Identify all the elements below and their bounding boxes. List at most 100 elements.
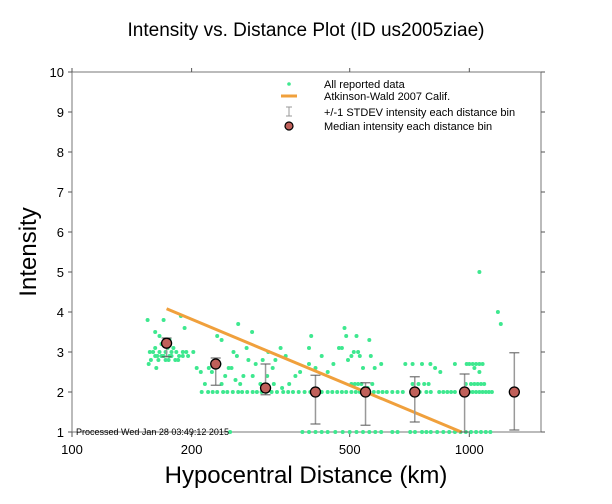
legend-dot-icon bbox=[287, 82, 291, 86]
data-point bbox=[173, 358, 178, 362]
x-tick-label: 500 bbox=[339, 442, 361, 457]
data-point bbox=[319, 430, 324, 434]
data-point bbox=[159, 354, 164, 358]
data-point bbox=[325, 370, 330, 374]
data-point bbox=[146, 362, 151, 366]
data-point bbox=[346, 358, 350, 362]
data-point bbox=[221, 390, 226, 394]
data-point bbox=[367, 338, 372, 342]
median-point bbox=[210, 358, 222, 370]
data-point bbox=[337, 346, 341, 350]
data-point bbox=[163, 358, 168, 362]
data-point bbox=[169, 350, 174, 354]
legend-label: Median intensity each distance bin bbox=[324, 121, 492, 133]
y-tick-label: 10 bbox=[50, 65, 64, 80]
y-tick-label: 4 bbox=[57, 305, 64, 320]
data-point bbox=[215, 334, 220, 338]
x-tick-label: 1000 bbox=[455, 442, 484, 457]
data-point bbox=[307, 346, 311, 350]
data-point bbox=[356, 382, 361, 386]
data-point bbox=[231, 350, 236, 354]
data-point bbox=[241, 374, 246, 378]
data-point bbox=[307, 362, 311, 366]
data-point bbox=[250, 390, 255, 394]
data-point bbox=[157, 350, 162, 354]
data-point bbox=[246, 358, 251, 362]
data-point bbox=[428, 430, 433, 434]
data-point bbox=[390, 430, 395, 434]
data-point bbox=[209, 370, 214, 374]
data-point bbox=[215, 390, 220, 394]
data-point bbox=[206, 366, 211, 370]
data-point bbox=[483, 390, 488, 394]
data-point bbox=[488, 430, 493, 434]
median-point bbox=[259, 382, 272, 394]
data-point bbox=[400, 390, 405, 394]
data-point bbox=[356, 350, 361, 354]
data-point bbox=[153, 346, 158, 350]
data-point bbox=[331, 362, 336, 366]
data-point bbox=[480, 390, 485, 394]
data-point bbox=[477, 270, 482, 274]
data-point bbox=[452, 390, 457, 394]
data-point bbox=[254, 390, 259, 394]
data-point bbox=[422, 382, 427, 386]
data-point bbox=[302, 390, 307, 394]
data-point bbox=[333, 430, 338, 434]
data-point bbox=[474, 390, 479, 394]
data-point bbox=[474, 430, 479, 434]
data-point bbox=[475, 382, 480, 386]
data-point bbox=[180, 354, 185, 358]
data-point bbox=[230, 390, 235, 394]
plot-frame bbox=[71, 71, 542, 433]
data-point bbox=[435, 430, 440, 434]
data-point bbox=[325, 390, 330, 394]
data-point bbox=[428, 362, 433, 366]
data-point bbox=[244, 346, 249, 350]
data-point bbox=[236, 390, 241, 394]
data-point bbox=[180, 350, 185, 354]
data-point bbox=[472, 382, 477, 386]
data-point bbox=[250, 330, 255, 334]
data-point bbox=[420, 430, 424, 434]
data-point bbox=[428, 390, 433, 394]
data-point bbox=[477, 362, 482, 366]
data-point bbox=[395, 390, 400, 394]
x-tick-label: 200 bbox=[181, 442, 203, 457]
legend-label: All reported data bbox=[324, 79, 406, 91]
data-point bbox=[480, 362, 485, 366]
data-point bbox=[424, 390, 429, 394]
data-point bbox=[498, 322, 503, 326]
data-point bbox=[191, 350, 196, 354]
data-point bbox=[342, 326, 347, 330]
data-point bbox=[153, 354, 158, 358]
data-point bbox=[182, 326, 187, 330]
data-point bbox=[325, 430, 330, 434]
data-point bbox=[373, 430, 378, 434]
data-point bbox=[309, 334, 314, 338]
data-point bbox=[470, 390, 475, 394]
data-point bbox=[206, 390, 211, 394]
data-point bbox=[280, 386, 285, 390]
data-point bbox=[291, 390, 295, 394]
data-point bbox=[349, 390, 354, 394]
data-point bbox=[177, 354, 182, 358]
data-point bbox=[472, 366, 477, 370]
data-point bbox=[240, 390, 245, 394]
data-point bbox=[479, 430, 483, 434]
data-point bbox=[410, 382, 415, 386]
data-point bbox=[307, 430, 311, 434]
data-point bbox=[354, 430, 359, 434]
data-point bbox=[202, 382, 207, 386]
data-point bbox=[357, 354, 362, 358]
median-point bbox=[309, 386, 322, 398]
y-tick-label: 3 bbox=[57, 345, 64, 360]
data-point bbox=[229, 366, 234, 370]
atkinson-wald-line bbox=[166, 307, 462, 434]
data-point bbox=[441, 430, 446, 434]
data-point bbox=[438, 370, 443, 374]
data-point bbox=[171, 346, 176, 350]
data-point bbox=[293, 374, 298, 378]
